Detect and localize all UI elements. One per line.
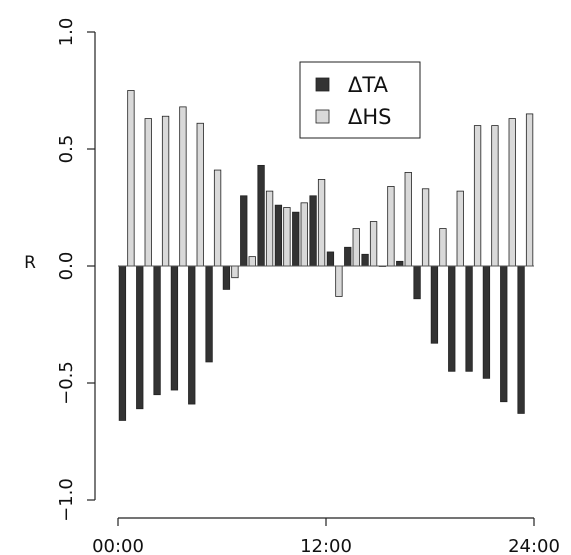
y-axis: −1.0 −0.5 0.0 0.5 1.0 bbox=[56, 18, 96, 522]
bar-delta-hs bbox=[421, 188, 430, 267]
bar-delta-hs bbox=[508, 118, 516, 267]
legend: ΔTA ΔHS bbox=[299, 61, 421, 139]
bar-delta-hs bbox=[456, 190, 464, 267]
bar-delta-hs bbox=[248, 256, 256, 267]
y-tick-label: 1.0 bbox=[56, 18, 77, 47]
bar-delta-hs bbox=[369, 221, 378, 267]
bar-series bbox=[118, 90, 534, 421]
bar-delta-hs bbox=[404, 171, 412, 267]
bar-delta-hs bbox=[196, 122, 204, 267]
bar-delta-ta bbox=[517, 265, 525, 414]
bar-delta-ta bbox=[309, 195, 317, 267]
bar-delta-ta bbox=[170, 265, 179, 391]
bar-delta-hs bbox=[265, 190, 274, 267]
bar-delta-ta bbox=[448, 265, 456, 372]
bar-delta-ta bbox=[430, 265, 439, 344]
bar-delta-hs bbox=[352, 228, 360, 267]
bar-delta-ta bbox=[396, 260, 404, 267]
legend-swatch bbox=[315, 109, 330, 124]
bar-delta-ta bbox=[326, 251, 335, 267]
x-axis: 00:00 12:00 24:00 bbox=[92, 517, 560, 555]
bar-delta-ta bbox=[274, 204, 283, 267]
bar-delta-ta bbox=[465, 265, 473, 372]
bar-delta-ta bbox=[361, 253, 369, 267]
x-tick-label: 12:00 bbox=[300, 536, 352, 555]
bar-delta-hs bbox=[161, 115, 170, 267]
bar-delta-ta bbox=[222, 265, 231, 290]
legend-label: ΔTA bbox=[348, 73, 389, 97]
bar-delta-hs bbox=[283, 207, 291, 267]
bar-delta-hs bbox=[317, 179, 326, 267]
bar-delta-hs bbox=[231, 265, 239, 279]
bar-delta-ta bbox=[153, 265, 161, 396]
legend-swatch bbox=[315, 77, 330, 92]
bar-delta-ta bbox=[118, 265, 127, 421]
bar-delta-hs bbox=[300, 202, 308, 267]
y-tick-label: −0.5 bbox=[56, 361, 77, 405]
legend-box bbox=[299, 61, 421, 139]
y-tick-label: 0.5 bbox=[56, 135, 77, 164]
bar-delta-ta bbox=[344, 246, 352, 267]
x-tick-label: 00:00 bbox=[92, 536, 144, 555]
bar-delta-ta bbox=[292, 211, 300, 267]
y-tick-label: 0.0 bbox=[56, 252, 77, 281]
bar-delta-hs bbox=[387, 186, 395, 267]
bar-delta-hs bbox=[179, 106, 187, 267]
bar-delta-ta bbox=[500, 265, 508, 403]
bar-delta-hs bbox=[213, 169, 222, 267]
bar-delta-hs bbox=[144, 118, 152, 267]
bar-delta-ta bbox=[136, 265, 144, 410]
bar-delta-ta bbox=[240, 195, 248, 267]
bar-delta-hs bbox=[473, 125, 482, 267]
y-axis-label: R bbox=[24, 253, 36, 273]
bar-delta-ta bbox=[205, 265, 213, 363]
bar-delta-hs bbox=[335, 265, 343, 297]
x-tick-label: 24:00 bbox=[508, 536, 560, 555]
bar-delta-ta bbox=[257, 164, 265, 267]
bar-delta-hs bbox=[525, 113, 534, 267]
bar-delta-ta bbox=[482, 265, 491, 379]
bar-delta-ta bbox=[188, 265, 196, 405]
bar-delta-hs bbox=[491, 125, 499, 267]
bar-delta-hs bbox=[439, 228, 447, 267]
bar-delta-ta bbox=[413, 265, 421, 300]
bar-delta-hs bbox=[127, 90, 135, 267]
legend-label: ΔHS bbox=[348, 105, 392, 129]
y-tick-label: −1.0 bbox=[56, 478, 77, 522]
